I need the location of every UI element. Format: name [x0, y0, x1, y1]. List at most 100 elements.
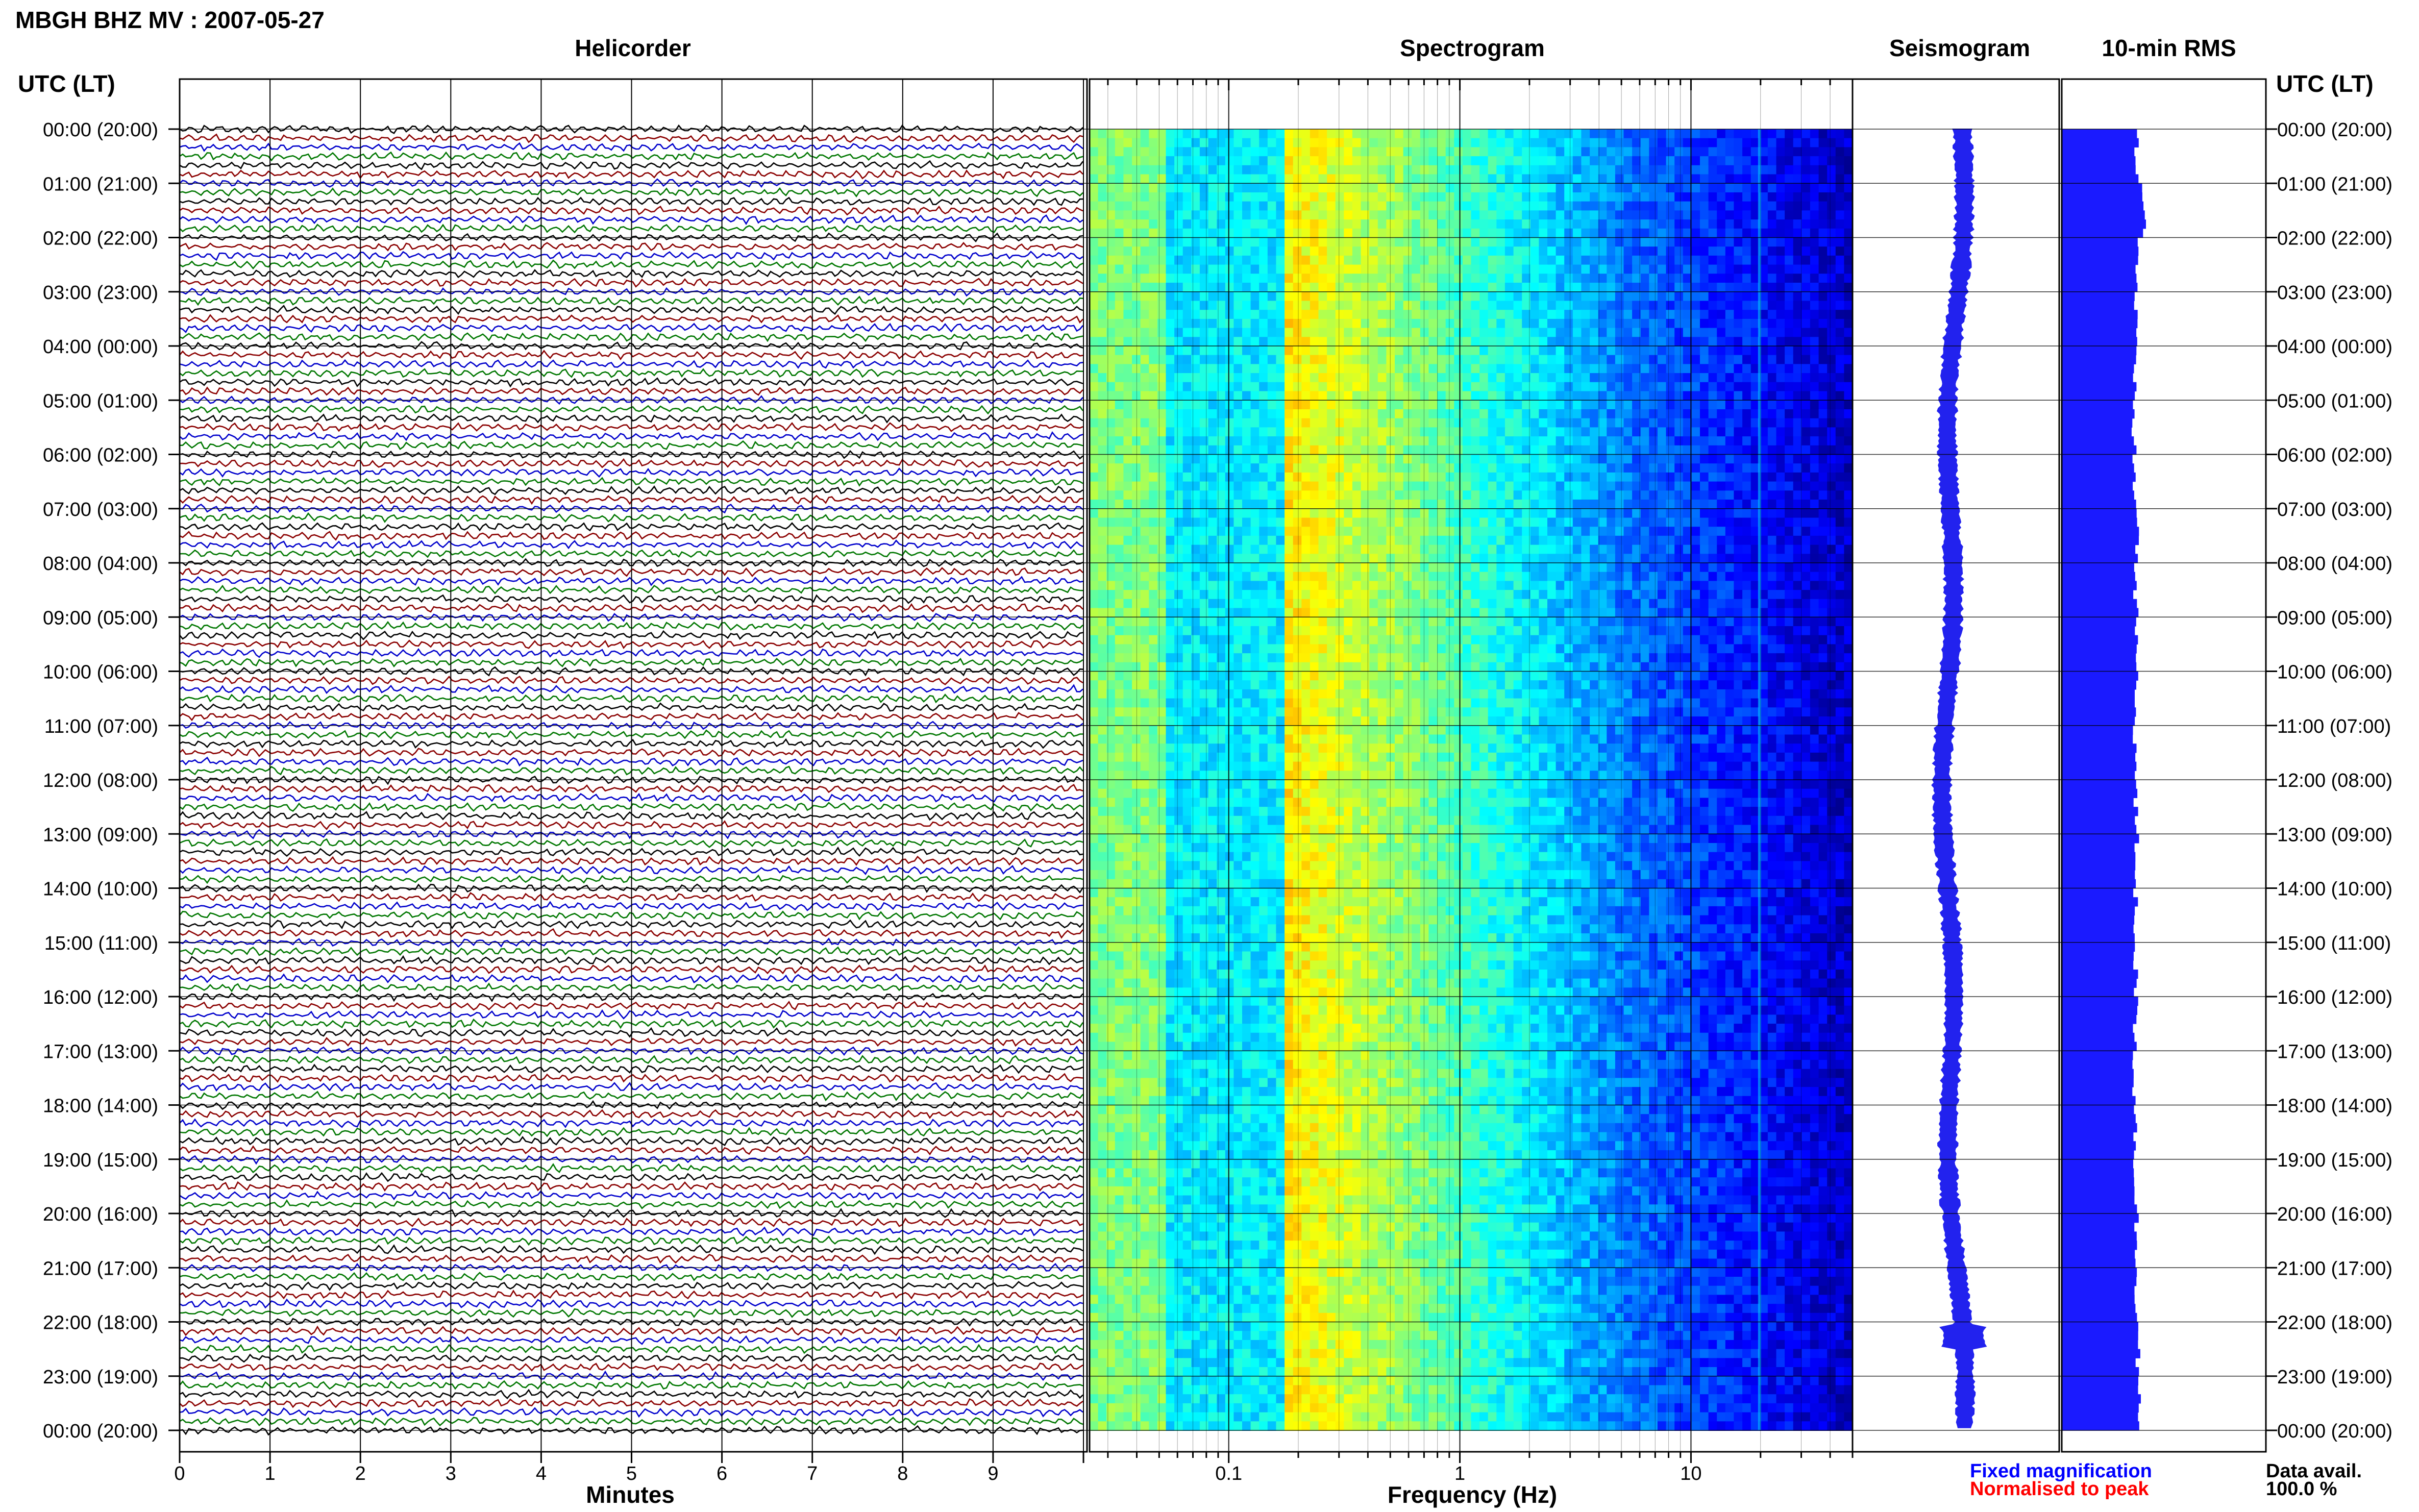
spectrogram-cell: [1199, 563, 1209, 573]
spectrogram-cell: [1750, 418, 1760, 428]
spectrogram-cell: [1513, 346, 1523, 356]
spectrogram-cell: [1242, 527, 1251, 536]
spectrogram-cell: [1827, 454, 1836, 464]
spectrogram-cell: [1742, 508, 1751, 518]
spectrogram-cell: [1632, 563, 1641, 573]
spectrogram-cell: [1335, 274, 1345, 283]
spectrogram-cell: [1445, 400, 1455, 410]
spectrogram-cell: [1827, 508, 1836, 518]
spectrogram-cell: [1327, 481, 1336, 491]
spectrogram-cell: [1793, 391, 1803, 401]
spectrogram-cell: [1412, 535, 1421, 546]
spectrogram-cell: [1785, 599, 1794, 609]
spectrogram-cell: [1734, 174, 1743, 184]
spectrogram-cell: [1835, 337, 1845, 346]
spectrogram-cell: [1445, 554, 1455, 563]
spectrogram-cell: [1166, 617, 1175, 627]
spectrogram-cell: [1412, 581, 1421, 591]
spectrogram-cell: [1090, 373, 1099, 383]
spectrogram-cell: [1504, 346, 1514, 356]
spectrogram-cell: [1556, 599, 1565, 609]
spectrogram-cell: [1801, 409, 1811, 419]
spectrogram-cell: [1310, 301, 1319, 311]
spectrogram-cell: [1818, 192, 1828, 202]
spectrogram-cell: [1412, 391, 1421, 401]
spectrogram-cell: [1607, 255, 1616, 265]
spectrogram-cell: [1530, 427, 1540, 437]
spectrogram-cell: [1581, 174, 1590, 184]
spectrogram-cell: [1632, 508, 1641, 518]
spectrogram-cell: [1479, 364, 1489, 374]
spectrogram-cell: [1547, 346, 1557, 356]
spectrogram-cell: [1344, 156, 1353, 166]
spectrogram-cell: [1496, 310, 1505, 319]
spectrogram-cell: [1166, 535, 1175, 546]
spectrogram-cell: [1615, 581, 1624, 591]
spectrogram-cell: [1640, 355, 1650, 365]
spectrogram-cell: [1827, 318, 1836, 329]
spectrogram-cell: [1386, 174, 1395, 184]
spectrogram-cell: [1090, 355, 1099, 365]
spectrogram-cell: [1504, 364, 1514, 374]
spectrogram-cell: [1199, 129, 1209, 139]
spectrogram-cell: [1734, 391, 1743, 401]
spectrogram-cell: [1513, 183, 1523, 193]
spectrogram-cell: [1750, 391, 1760, 401]
spectrogram-cell: [1708, 138, 1718, 148]
spectrogram-cell: [1310, 318, 1319, 329]
spectrogram-cell: [1225, 210, 1235, 220]
spectrogram-cell: [1386, 508, 1395, 518]
spectrogram-cell: [1632, 255, 1641, 265]
spectrogram-cell: [1233, 255, 1243, 265]
spectrogram-cell: [1539, 219, 1548, 229]
spectrogram-cell: [1199, 310, 1209, 319]
spectrogram-cell: [1734, 617, 1743, 627]
spectrogram-cell: [1708, 283, 1718, 292]
spectrogram-cell: [1310, 445, 1319, 455]
spectrogram-cell: [1581, 264, 1590, 275]
spectrogram-cell: [1182, 373, 1192, 383]
spectrogram-cell: [1166, 445, 1175, 455]
spectrogram-cell: [1208, 626, 1218, 636]
spectrogram-cell: [1615, 228, 1624, 238]
spectrogram-cell: [1335, 174, 1345, 184]
spectrogram-cell: [1471, 427, 1480, 437]
spectrogram-cell: [1225, 301, 1235, 311]
spectrogram-cell: [1607, 174, 1616, 184]
spectrogram-cell: [1377, 617, 1387, 627]
spectrogram-cell: [1835, 310, 1845, 319]
spectrogram-cell: [1496, 264, 1505, 275]
spectrogram-cell: [1462, 364, 1472, 374]
spectrogram-cell: [1115, 490, 1124, 500]
spectrogram-cell: [1377, 264, 1387, 275]
spectrogram-cell: [1445, 337, 1455, 346]
spectrogram-cell: [1395, 301, 1404, 311]
spectrogram-cell: [1445, 192, 1455, 202]
spectrogram-cell: [1530, 490, 1540, 500]
spectrogram-cell: [1742, 301, 1751, 311]
spectrogram-cell: [1412, 563, 1421, 573]
spectrogram-cell: [1708, 183, 1718, 193]
spectrogram-cell: [1615, 500, 1624, 509]
spectrogram-cell: [1742, 527, 1751, 536]
spectrogram-cell: [1810, 237, 1819, 247]
spectrogram-cell: [1496, 318, 1505, 329]
spectrogram-cell: [1428, 201, 1438, 211]
spectrogram-cell: [1157, 129, 1167, 139]
spectrogram-cell: [1361, 318, 1370, 329]
spectrogram-cell: [1530, 346, 1540, 356]
spectrogram-cell: [1428, 364, 1438, 374]
spectrogram-cell: [1844, 454, 1853, 464]
spectrogram-cell: [1759, 328, 1768, 338]
spectrogram-cell: [1403, 337, 1413, 346]
spectrogram-cell: [1488, 608, 1497, 618]
spectrogram-cell: [1522, 192, 1531, 202]
spectrogram-cell: [1140, 527, 1150, 536]
spectrogram-cell: [1310, 427, 1319, 437]
spectrogram-cell: [1454, 608, 1463, 618]
spectrogram-cell: [1327, 183, 1336, 193]
spectrogram-cell: [1412, 183, 1421, 193]
spectrogram-cell: [1725, 228, 1735, 238]
spectrogram-cell: [1810, 508, 1819, 518]
spectrogram-cell: [1683, 436, 1692, 446]
